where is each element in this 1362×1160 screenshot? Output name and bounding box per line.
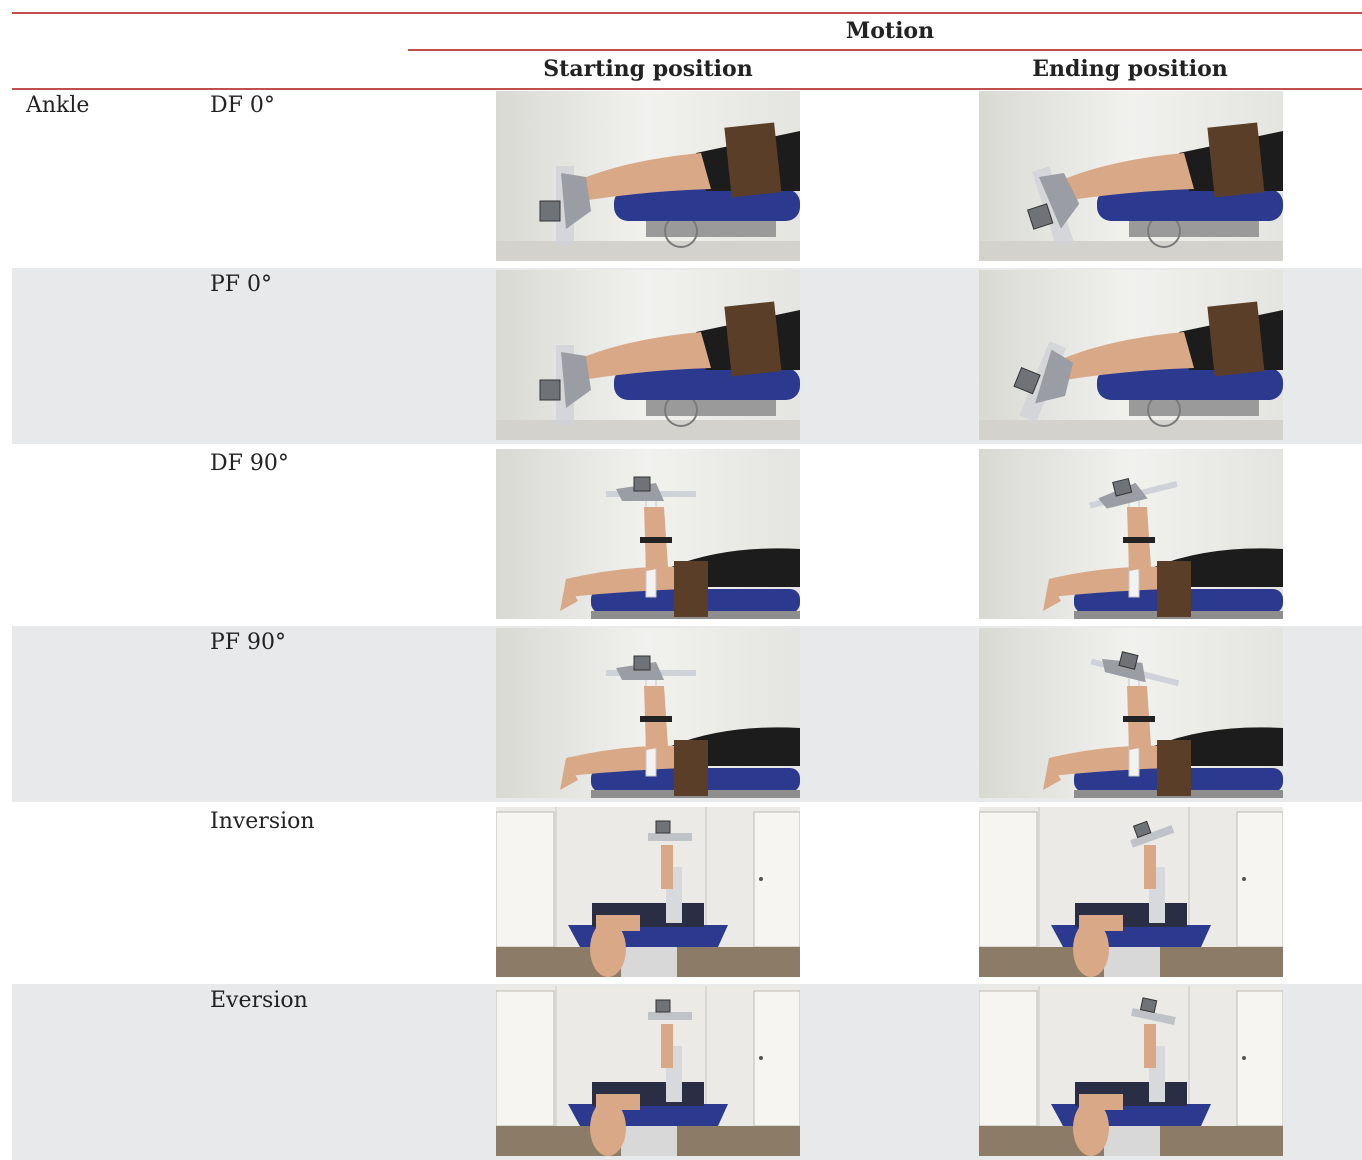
starting-position-photo (496, 270, 800, 440)
ending-position-photo (979, 628, 1283, 798)
starting-position-photo (496, 807, 800, 977)
header-bottom-rule (12, 88, 1362, 90)
ending-position-header: Ending position (1032, 56, 1228, 82)
motion-header: Motion (845, 18, 935, 44)
ending-position-photo (979, 807, 1283, 977)
table-row: PF 90° (12, 626, 1362, 802)
ending-position-photo (979, 986, 1283, 1156)
motion-underline-rule (408, 49, 1362, 51)
motion-cell: Inversion (210, 809, 315, 834)
motion-cell: Eversion (210, 988, 308, 1013)
table-row: Ankle DF 0° (12, 89, 1362, 265)
table-row: Eversion (12, 984, 1362, 1160)
ending-position-photo (979, 270, 1283, 440)
starting-position-photo (496, 986, 800, 1156)
starting-position-photo (496, 628, 800, 798)
starting-position-photo (496, 91, 800, 261)
motion-cell: PF 0° (210, 272, 273, 297)
ending-position-photo (979, 91, 1283, 261)
region-cell: Ankle (26, 93, 90, 118)
table-row: Inversion (12, 805, 1362, 981)
top-rule (12, 12, 1362, 14)
table-row: PF 0° (12, 268, 1362, 444)
motion-cell: PF 90° (210, 630, 287, 655)
starting-position-header: Starting position (543, 56, 753, 82)
motion-cell: DF 0° (210, 93, 275, 118)
motion-cell: DF 90° (210, 451, 289, 476)
table-row: DF 90° (12, 447, 1362, 623)
starting-position-photo (496, 449, 800, 619)
ending-position-photo (979, 449, 1283, 619)
